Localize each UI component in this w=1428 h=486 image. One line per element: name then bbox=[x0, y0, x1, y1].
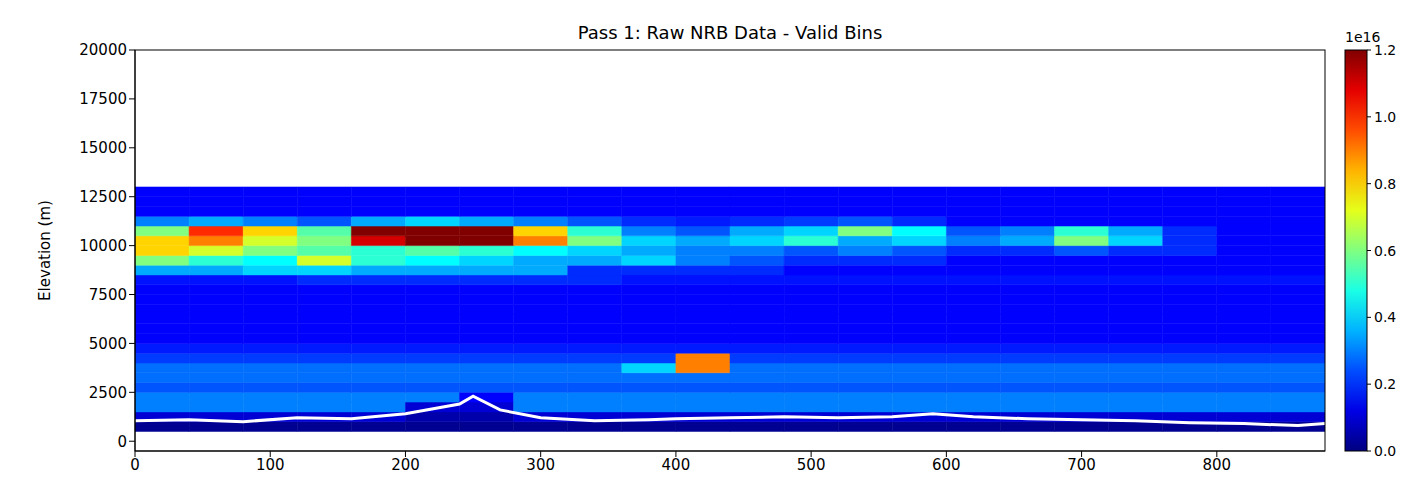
svg-text:0.8: 0.8 bbox=[1374, 176, 1396, 192]
svg-text:0: 0 bbox=[130, 456, 140, 474]
svg-text:7500: 7500 bbox=[89, 286, 127, 304]
svg-text:0.2: 0.2 bbox=[1374, 376, 1396, 392]
svg-text:Elevation (m): Elevation (m) bbox=[36, 200, 54, 301]
svg-text:600: 600 bbox=[932, 456, 961, 474]
svg-text:2500: 2500 bbox=[89, 384, 127, 402]
svg-text:500: 500 bbox=[797, 456, 826, 474]
svg-text:10000: 10000 bbox=[79, 237, 127, 255]
svg-text:15000: 15000 bbox=[79, 139, 127, 157]
svg-text:200: 200 bbox=[391, 456, 420, 474]
svg-text:800: 800 bbox=[1202, 456, 1231, 474]
svg-text:0.6: 0.6 bbox=[1374, 243, 1396, 259]
svg-text:1.2: 1.2 bbox=[1374, 42, 1396, 58]
svg-text:0.0: 0.0 bbox=[1374, 443, 1396, 459]
svg-text:12500: 12500 bbox=[79, 188, 127, 206]
svg-text:20000: 20000 bbox=[79, 41, 127, 59]
html-text:Pass 1: Raw NRB Data - Valid B: Pass 1: Raw NRB Data - Valid Bins bbox=[577, 22, 883, 43]
svg-text:700: 700 bbox=[1067, 456, 1096, 474]
svg-text:400: 400 bbox=[662, 456, 691, 474]
svg-text:5000: 5000 bbox=[89, 335, 127, 353]
svg-text:0: 0 bbox=[117, 433, 127, 451]
svg-text:100: 100 bbox=[256, 456, 285, 474]
svg-text:0.4: 0.4 bbox=[1374, 309, 1396, 325]
svg-text:1e16: 1e16 bbox=[1345, 29, 1380, 45]
svg-text:1.0: 1.0 bbox=[1374, 109, 1396, 125]
svg-text:300: 300 bbox=[526, 456, 555, 474]
svg-text:17500: 17500 bbox=[79, 90, 127, 108]
